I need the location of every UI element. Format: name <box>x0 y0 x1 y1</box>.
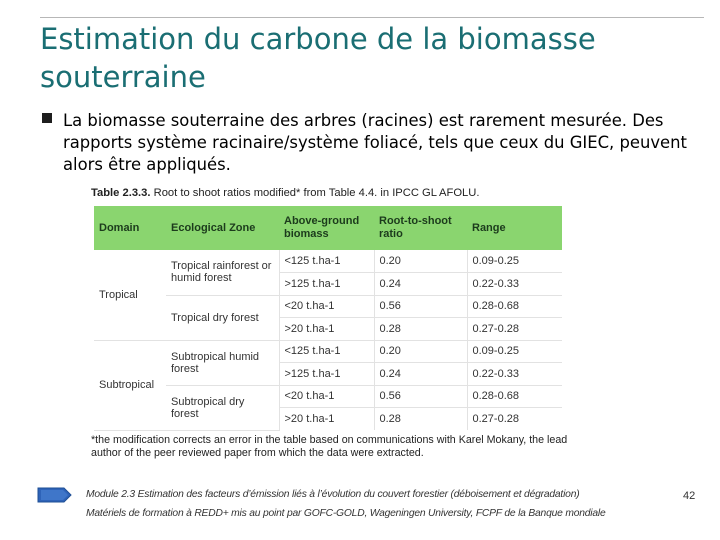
root-shoot-ratio-table: Domain Ecological Zone Above-ground biom… <box>94 206 562 431</box>
range-cell: 0.09-0.25 <box>466 340 562 363</box>
biomass-cell: <20 t.ha-1 <box>278 385 374 408</box>
page-number: 42 <box>683 490 696 502</box>
table-header-row: Domain Ecological Zone Above-ground biom… <box>94 206 562 250</box>
range-cell: 0.27-0.28 <box>466 407 562 430</box>
square-bullet-icon <box>42 113 52 123</box>
zone-cell: Tropical dry forest <box>166 295 279 341</box>
ratio-cell: 0.56 <box>373 295 467 318</box>
ratio-cell: 0.24 <box>373 362 467 386</box>
ratio-cell: 0.28 <box>373 317 467 341</box>
range-cell: 0.28-0.68 <box>466 385 562 408</box>
biomass-cell: >125 t.ha-1 <box>278 272 374 296</box>
zone-cell: Subtropical dry forest <box>166 385 279 431</box>
bullet-text: La biomasse souterraine des arbres (raci… <box>63 111 687 174</box>
biomass-cell: <125 t.ha-1 <box>278 250 374 273</box>
domain-cell: Tropical <box>94 250 166 341</box>
arrow-right-icon <box>37 487 72 503</box>
range-cell: 0.22-0.33 <box>466 362 562 386</box>
header-domain: Domain <box>94 206 166 250</box>
biomass-cell: <125 t.ha-1 <box>278 340 374 363</box>
table-row: >125 t.ha-1 0.24 0.22-0.33 <box>94 362 562 386</box>
footer-module-title: Module 2.3 Estimation des facteurs d’émi… <box>86 489 580 500</box>
biomass-cell: >20 t.ha-1 <box>278 317 374 341</box>
range-cell: 0.22-0.33 <box>466 272 562 296</box>
header-range: Range <box>467 206 562 250</box>
range-cell: 0.28-0.68 <box>466 295 562 318</box>
header-above-ground-biomass: Above-ground biomass <box>279 206 374 250</box>
top-divider <box>40 17 704 18</box>
table-row: >20 t.ha-1 0.28 0.27-0.28 <box>94 317 562 341</box>
ratio-cell: 0.28 <box>373 407 467 430</box>
header-root-to-shoot-ratio: Root-to-shoot ratio <box>374 206 467 250</box>
table-caption-label: Table 2.3.3. <box>91 187 151 199</box>
table-row: Subtropical Subtropical humid forest <12… <box>94 340 562 431</box>
table-caption-text: Root to shoot ratios modified* from Tabl… <box>150 187 480 199</box>
footer-credits: Matériels de formation à REDD+ mis au po… <box>86 508 606 519</box>
ratio-cell: 0.24 <box>373 272 467 296</box>
slide-title: Estimation du carbone de la biomasse sou… <box>40 22 596 94</box>
biomass-cell: >20 t.ha-1 <box>278 407 374 430</box>
ratio-cell: 0.20 <box>373 340 467 363</box>
table-row: Tropical dry forest <20 t.ha-1 0.56 0.28… <box>94 295 562 341</box>
table-row: >20 t.ha-1 0.28 0.27-0.28 <box>94 407 562 430</box>
range-cell: 0.09-0.25 <box>466 250 562 273</box>
ratio-cell: 0.20 <box>373 250 467 273</box>
table-row: Subtropical dry forest <20 t.ha-1 0.56 0… <box>94 385 562 431</box>
range-cell: 0.27-0.28 <box>466 317 562 341</box>
zone-cell: Tropical rainforest or humid forest <box>166 250 279 296</box>
table-footnote: *the modification corrects an error in t… <box>91 434 568 459</box>
table-row: >125 t.ha-1 0.24 0.22-0.33 <box>94 272 562 296</box>
zone-cell: Subtropical humid forest <box>166 340 279 386</box>
biomass-cell: <20 t.ha-1 <box>278 295 374 318</box>
table-row: Tropical Tropical rainforest or humid fo… <box>94 250 562 341</box>
domain-cell: Subtropical <box>94 340 166 431</box>
table-caption: Table 2.3.3. Root to shoot ratios modifi… <box>91 187 479 199</box>
biomass-cell: >125 t.ha-1 <box>278 362 374 386</box>
header-ecological-zone: Ecological Zone <box>166 206 279 250</box>
ratio-cell: 0.56 <box>373 385 467 408</box>
